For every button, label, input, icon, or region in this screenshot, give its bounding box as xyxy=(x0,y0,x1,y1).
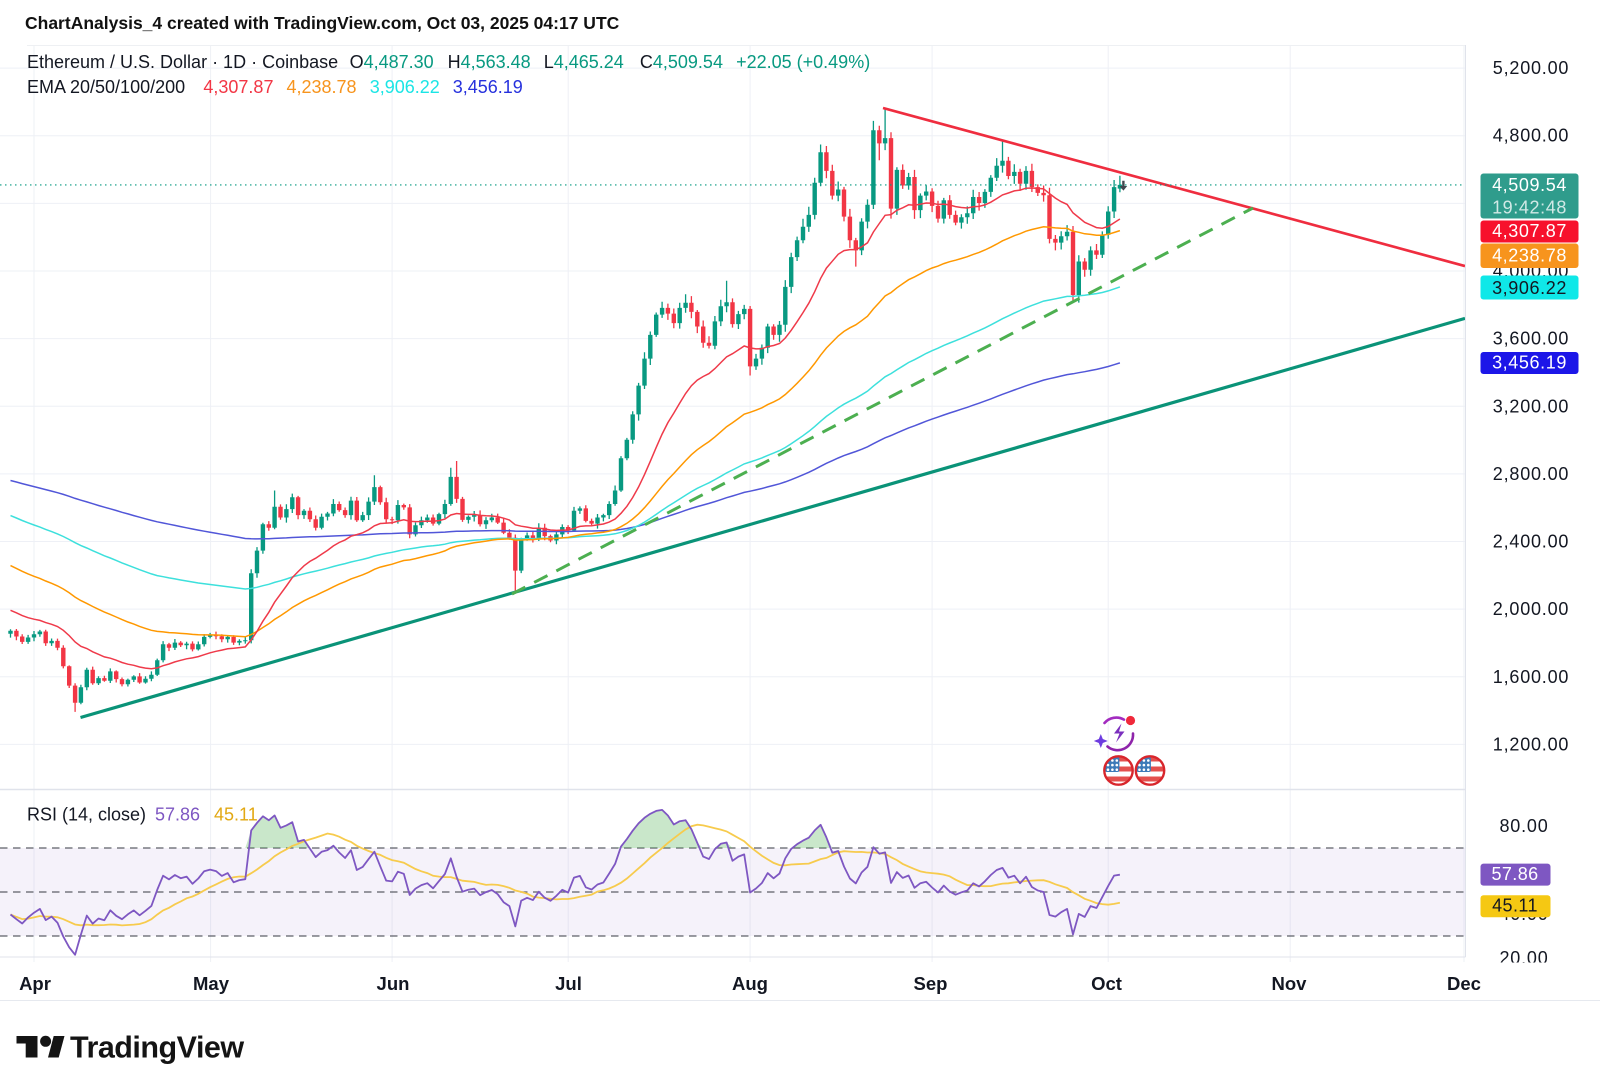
svg-text:Oct: Oct xyxy=(1091,973,1122,994)
svg-text:4,800.00: 4,800.00 xyxy=(1493,126,1569,146)
svg-text:1,600.00: 1,600.00 xyxy=(1493,667,1569,687)
svg-text:Nov: Nov xyxy=(1272,973,1308,994)
svg-text:Jul: Jul xyxy=(555,973,582,994)
svg-text:TradingView: TradingView xyxy=(70,1031,244,1065)
svg-text:3,600.00: 3,600.00 xyxy=(1493,329,1569,349)
svg-text:3,456.19: 3,456.19 xyxy=(1492,353,1567,373)
svg-text:2,800.00: 2,800.00 xyxy=(1493,464,1569,484)
svg-text:4,238.78: 4,238.78 xyxy=(1492,246,1567,266)
svg-text:5,200.00: 5,200.00 xyxy=(1493,58,1569,78)
svg-text:May: May xyxy=(193,973,230,994)
svg-text:3,906.22: 3,906.22 xyxy=(1492,278,1567,298)
svg-text:3,200.00: 3,200.00 xyxy=(1493,396,1569,416)
svg-text:4,307.87: 4,307.87 xyxy=(1492,221,1567,241)
svg-text:Sep: Sep xyxy=(914,973,948,994)
svg-text:2,400.00: 2,400.00 xyxy=(1493,532,1569,552)
svg-text:Jun: Jun xyxy=(377,973,410,994)
svg-text:Aug: Aug xyxy=(732,973,768,994)
svg-text:45.11: 45.11 xyxy=(1492,896,1538,916)
svg-text:80.00: 80.00 xyxy=(1499,816,1548,836)
svg-text:4,509.54: 4,509.54 xyxy=(1492,175,1567,195)
svg-text:1,200.00: 1,200.00 xyxy=(1493,734,1569,754)
svg-text:Dec: Dec xyxy=(1447,973,1481,994)
svg-text:Apr: Apr xyxy=(19,973,51,994)
svg-text:2,000.00: 2,000.00 xyxy=(1493,599,1569,619)
svg-text:19:42:48: 19:42:48 xyxy=(1492,198,1567,218)
svg-text:ChartAnalysis_4 created with T: ChartAnalysis_4 created with TradingView… xyxy=(25,13,620,33)
svg-text:57.86: 57.86 xyxy=(1491,864,1538,884)
svg-text:Ethereum / U.S. Dollar · 1D ·: Ethereum / U.S. Dollar · 1D · Coinbase O4… xyxy=(27,52,870,72)
